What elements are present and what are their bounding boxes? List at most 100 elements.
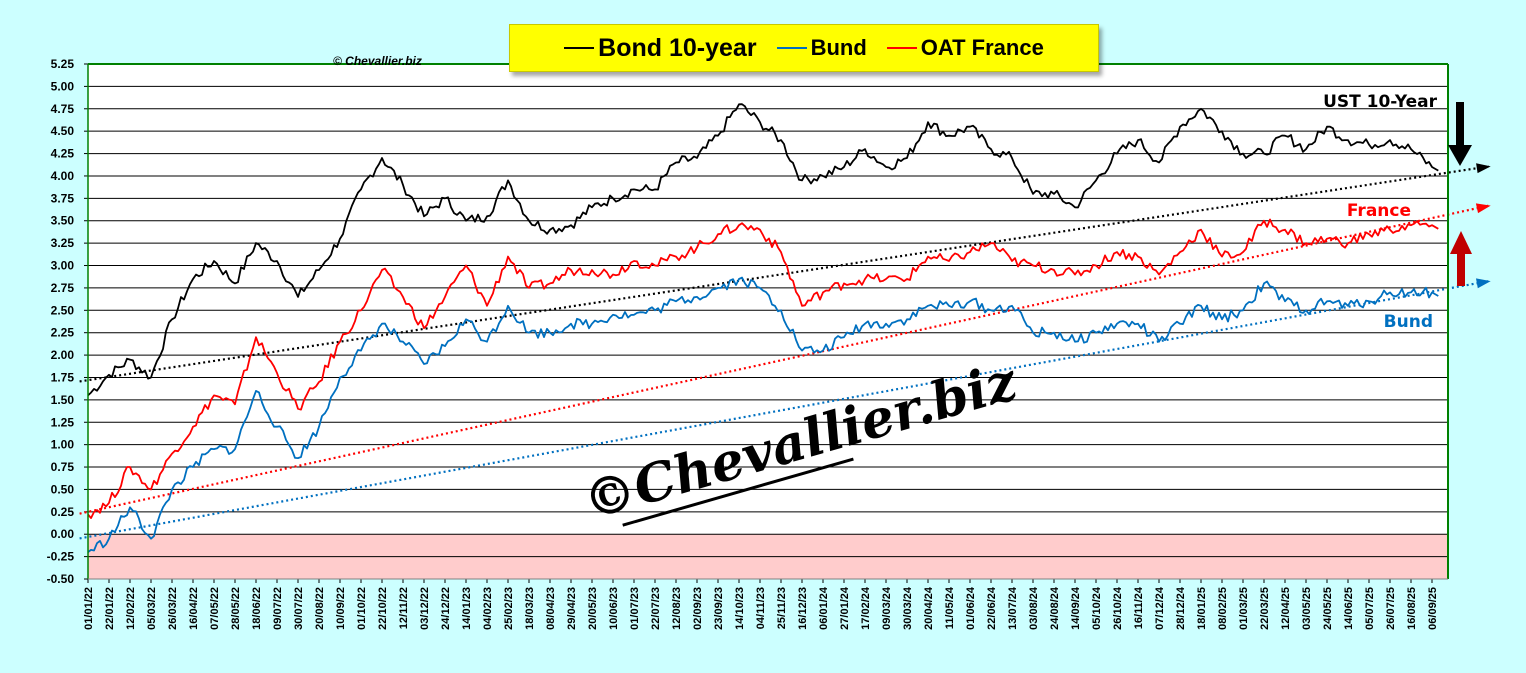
- x-tick-label: 01/07/23: [629, 587, 641, 630]
- x-tick-label: 07/12/24: [1154, 586, 1166, 630]
- x-tick-label: 18/01/25: [1196, 587, 1208, 630]
- legend-swatch: [886, 47, 917, 49]
- x-tick-label: 03/08/24: [1028, 586, 1040, 630]
- x-tick-label: 02/09/23: [692, 587, 704, 630]
- x-tick-label: 24/12/22: [440, 587, 452, 630]
- y-tick-label: 0.00: [51, 527, 75, 541]
- legend-item-oat: OAT France: [886, 35, 1044, 61]
- x-tick-label: 12/04/25: [1280, 587, 1292, 630]
- x-tick-label: 25/02/23: [503, 587, 515, 630]
- copyright-label: © Chevallier.biz: [333, 54, 422, 68]
- x-tick-label: 28/05/22: [230, 587, 242, 630]
- x-tick-label: 12/08/23: [671, 587, 683, 630]
- x-tick-label: 03/12/22: [419, 587, 431, 630]
- trend-line-1: [79, 204, 1489, 515]
- series-lines: [87, 103, 1439, 553]
- series-line-oat-france: [87, 218, 1439, 519]
- x-tick-label: 23/09/23: [713, 587, 725, 630]
- y-tick-label: 3.75: [51, 191, 75, 205]
- chart-legend: Bond 10-year Bund OAT France: [509, 24, 1099, 72]
- up-arrow-icon: [1450, 231, 1472, 286]
- legend-label: OAT France: [920, 35, 1044, 60]
- x-tick-label: 20/05/23: [587, 587, 599, 630]
- x-tick-label: 03/05/25: [1301, 587, 1313, 630]
- y-tick-label: 1.00: [51, 438, 75, 452]
- y-tick-label: 1.50: [51, 393, 75, 407]
- y-tick-label: 1.75: [51, 370, 75, 384]
- x-tick-label: 06/09/25: [1427, 587, 1439, 630]
- legend-label: Bund: [810, 35, 867, 60]
- y-tick-label: 2.25: [51, 326, 75, 340]
- y-tick-label: 0.75: [51, 460, 75, 474]
- x-tick-label: 07/05/22: [209, 587, 221, 630]
- x-tick-label: 09/03/24: [881, 586, 893, 630]
- x-tick-label: 26/07/25: [1385, 587, 1397, 630]
- y-tick-label: 5.00: [51, 79, 75, 93]
- y-axis: 5.25 5.00 4.75 4.50 4.25 4.00 3.75 3.50 3.25 3.00…: [47, 57, 88, 586]
- x-tick-label: 04/02/23: [482, 587, 494, 630]
- x-tick-label: 10/06/23: [608, 587, 620, 630]
- x-tick-label: 04/11/23: [755, 587, 767, 629]
- y-tick-label: 4.00: [51, 169, 75, 183]
- x-tick-label: 08/02/25: [1217, 587, 1229, 630]
- trend-lines: [79, 163, 1491, 540]
- x-tick-label: 20/04/24: [923, 586, 935, 630]
- x-tick-label: 13/07/24: [1007, 586, 1019, 630]
- x-tick-label: 17/02/24: [860, 586, 872, 630]
- series-line-bund: [87, 276, 1439, 553]
- x-tick-label: 05/07/25: [1364, 587, 1376, 630]
- y-tick-label: 1.25: [51, 415, 75, 429]
- x-axis: 01/01/22 22/01/22 12/02/22 05/03/22 26/03/22…: [83, 579, 1439, 630]
- y-tick-label: 4.75: [51, 102, 75, 116]
- x-tick-label: 26/10/24: [1112, 586, 1124, 630]
- y-tick-label: 0.50: [51, 482, 75, 496]
- trend-arrowhead: [1475, 278, 1491, 289]
- x-tick-label: 28/12/24: [1175, 586, 1187, 630]
- down-arrow-icon: [1448, 102, 1472, 166]
- y-tick-label: -0.50: [47, 572, 75, 586]
- annotation-ust: UST 10-Year: [1323, 92, 1438, 112]
- x-tick-label: 14/06/25: [1343, 587, 1355, 630]
- y-tick-label: 5.25: [51, 57, 75, 71]
- x-tick-label: 12/11/22: [398, 587, 410, 629]
- x-tick-label: 01/01/22: [83, 587, 95, 630]
- series-line-bond-10-year: [87, 103, 1439, 397]
- y-tick-label: 4.25: [51, 147, 75, 161]
- legend-swatch: [564, 47, 595, 49]
- x-tick-label: 16/12/23: [797, 587, 809, 630]
- x-tick-label: 01/06/24: [965, 586, 977, 630]
- x-tick-label: 01/03/25: [1238, 587, 1250, 630]
- x-tick-label: 29/04/23: [566, 587, 578, 630]
- x-tick-label: 22/03/25: [1259, 587, 1271, 630]
- x-tick-label: 11/05/24: [944, 586, 956, 629]
- x-tick-label: 26/03/22: [167, 587, 179, 630]
- x-tick-label: 09/07/22: [272, 587, 284, 630]
- x-tick-label: 22/07/23: [650, 587, 662, 630]
- x-tick-label: 14/01/23: [461, 587, 473, 630]
- x-tick-label: 01/10/22: [356, 587, 368, 630]
- x-tick-label: 22/06/24: [986, 586, 998, 630]
- gridlines: [88, 85, 1448, 558]
- y-tick-label: -0.25: [47, 550, 75, 564]
- x-tick-label: 27/01/24: [839, 586, 851, 630]
- x-tick-label: 18/03/23: [524, 587, 536, 630]
- x-tick-label: 05/10/24: [1091, 586, 1103, 630]
- trend-line-2: [79, 280, 1489, 540]
- y-tick-label: 2.75: [51, 281, 75, 295]
- x-tick-label: 14/09/24: [1070, 586, 1082, 630]
- x-tick-label: 06/01/24: [818, 586, 830, 630]
- y-tick-label: 3.50: [51, 214, 75, 228]
- annotation-france: France: [1347, 201, 1411, 221]
- legend-item-bund: Bund: [776, 35, 867, 61]
- x-tick-label: 16/08/25: [1406, 587, 1418, 630]
- x-tick-label: 14/10/23: [734, 587, 746, 630]
- x-tick-label: 30/03/24: [902, 586, 914, 630]
- legend-label: Bond 10-year: [598, 33, 757, 62]
- x-tick-label: 16/04/22: [188, 587, 200, 630]
- x-tick-label: 10/09/22: [335, 587, 347, 630]
- x-tick-label: 08/04/23: [545, 587, 557, 630]
- legend-swatch: [776, 47, 807, 49]
- x-tick-label: 25/11/23: [776, 587, 788, 629]
- x-tick-label: 22/10/22: [377, 587, 389, 630]
